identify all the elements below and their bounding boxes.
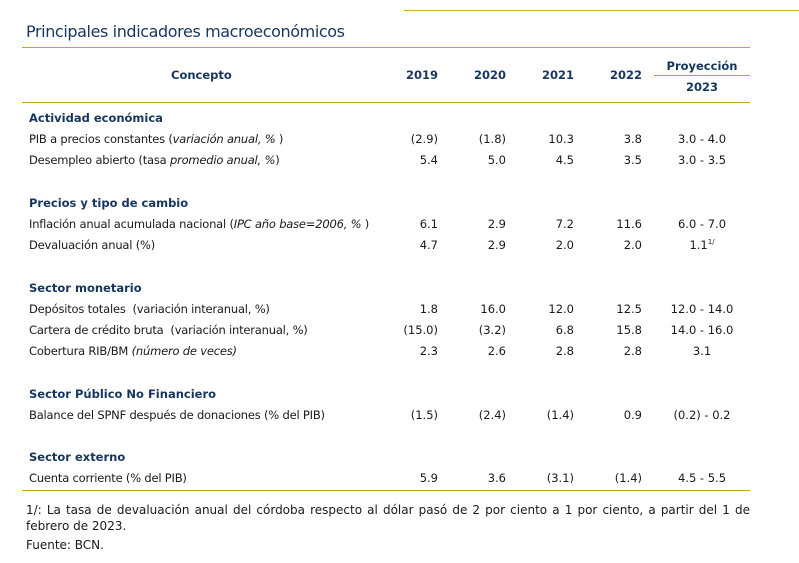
cell-2019: 6.1: [419, 217, 438, 231]
cell-2020: (1.8): [478, 132, 506, 146]
cell-2021: 2.8: [555, 344, 574, 358]
table-bottom-divider: [22, 490, 750, 491]
section-title-spnf: Sector Público No Financiero: [29, 387, 217, 401]
row-label: Balance del SPNF después de donaciones (…: [29, 408, 325, 422]
table-row-devaluacion: Devaluación anual (%) 4.7 2.9 2.0 2.0 1.…: [0, 238, 799, 254]
cell-proj-2023: 3.0 - 4.0: [677, 132, 727, 146]
cell-2019: 4.7: [419, 238, 438, 252]
footnote: 1/: La tasa de devaluación anual del cór…: [26, 503, 750, 533]
cell-proj-2023: 3.1: [692, 344, 712, 358]
cell-proj-2023: 12.0 - 14.0: [670, 302, 734, 316]
header-proj-year: 2023: [685, 80, 718, 94]
row-label: Cobertura RIB/BM (número de veces): [29, 344, 237, 358]
cell-2020: 3.6: [487, 471, 506, 485]
header-proyeccion: Proyección: [666, 59, 738, 73]
header-divider: [22, 102, 750, 103]
source-note: Fuente: BCN.: [26, 538, 104, 552]
cell-2019: 5.9: [419, 471, 438, 485]
cell-2020: 2.9: [487, 217, 506, 231]
cell-2022: 3.5: [623, 153, 642, 167]
table-row-cobertura: Cobertura RIB/BM (número de veces) 2.3 2…: [0, 344, 799, 360]
table-row-pib: PIB a precios constantes (variación anua…: [0, 132, 799, 148]
cell-2019: 2.3: [419, 344, 438, 358]
proyeccion-divider: [654, 75, 750, 76]
section-title-monetario: Sector monetario: [29, 281, 142, 295]
row-label: Cartera de crédito bruta (variación inte…: [29, 323, 308, 337]
cell-2020: 5.0: [487, 153, 506, 167]
row-label: Depósitos totales (variación interanual,…: [29, 302, 270, 316]
footnote-marker: 1/: [707, 238, 715, 246]
cell-2022: 12.5: [616, 302, 642, 316]
table-row-desempleo: Desempleo abierto (tasa promedio anual, …: [0, 153, 799, 169]
cell-2019: 1.8: [419, 302, 438, 316]
cell-2022: 11.6: [616, 217, 642, 231]
cell-2020: (3.2): [478, 323, 506, 337]
cell-2022: 3.8: [623, 132, 642, 146]
cell-2021: 6.8: [555, 323, 574, 337]
cell-2019: (2.9): [410, 132, 438, 146]
row-label: Devaluación anual (%): [29, 238, 156, 252]
row-label: Desempleo abierto (tasa promedio anual, …: [29, 153, 280, 167]
page-title: Principales indicadores macroeconómicos: [26, 22, 345, 41]
cell-2020: 2.6: [487, 344, 506, 358]
cell-2021: (3.1): [546, 471, 574, 485]
cell-2021: 10.3: [548, 132, 574, 146]
table-row-depositos: Depósitos totales (variación interanual,…: [0, 302, 799, 318]
cell-2019: 5.4: [419, 153, 438, 167]
cell-2021: (1.4): [546, 408, 574, 422]
cell-proj-2023: 14.0 - 16.0: [670, 323, 734, 337]
cell-2019: (15.0): [403, 323, 438, 337]
table-row-balance: Balance del SPNF después de donaciones (…: [0, 408, 799, 424]
row-label: PIB a precios constantes (variación anua…: [29, 132, 284, 146]
cell-2021: 4.5: [555, 153, 574, 167]
cell-proj-2023: (0.2) - 0.2: [673, 408, 731, 422]
header-year-2021: 2021: [541, 68, 574, 82]
top-decorative-rule: [404, 10, 799, 11]
cell-2021: 2.0: [555, 238, 574, 252]
header-year-2020: 2020: [473, 68, 506, 82]
header-year-2022: 2022: [609, 68, 642, 82]
cell-proj-2023: 1.11/: [689, 238, 715, 252]
cell-2021: 12.0: [548, 302, 574, 316]
cell-proj-2023: 6.0 - 7.0: [677, 217, 727, 231]
header-year-2019: 2019: [405, 68, 438, 82]
cell-2022: 15.8: [616, 323, 642, 337]
cell-proj-2023: 3.0 - 3.5: [677, 153, 727, 167]
cell-proj-2023: 4.5 - 5.5: [677, 471, 727, 485]
cell-2019: (1.5): [410, 408, 438, 422]
table-row-cartera: Cartera de crédito bruta (variación inte…: [0, 323, 799, 339]
cell-2020: (2.4): [478, 408, 506, 422]
section-title-precios: Precios y tipo de cambio: [29, 196, 189, 210]
table-row-inflacion: Inflación anual acumulada nacional (IPC …: [0, 217, 799, 233]
cell-2020: 16.0: [480, 302, 506, 316]
row-label: Inflación anual acumulada nacional (IPC …: [29, 217, 370, 231]
cell-2021: 7.2: [555, 217, 574, 231]
header-concepto: Concepto: [171, 68, 232, 82]
section-title-actividad: Actividad económica: [29, 111, 163, 125]
title-divider: [22, 47, 750, 48]
section-title-externo: Sector externo: [29, 450, 126, 464]
cell-2020: 2.9: [487, 238, 506, 252]
cell-2022: (1.4): [614, 471, 642, 485]
table-row-cuenta-corriente: Cuenta corriente (% del PIB) 5.9 3.6 (3.…: [0, 471, 799, 487]
cell-2022: 0.9: [623, 408, 642, 422]
row-label: Cuenta corriente (% del PIB): [29, 471, 187, 485]
cell-2022: 2.0: [623, 238, 642, 252]
cell-2022: 2.8: [623, 344, 642, 358]
